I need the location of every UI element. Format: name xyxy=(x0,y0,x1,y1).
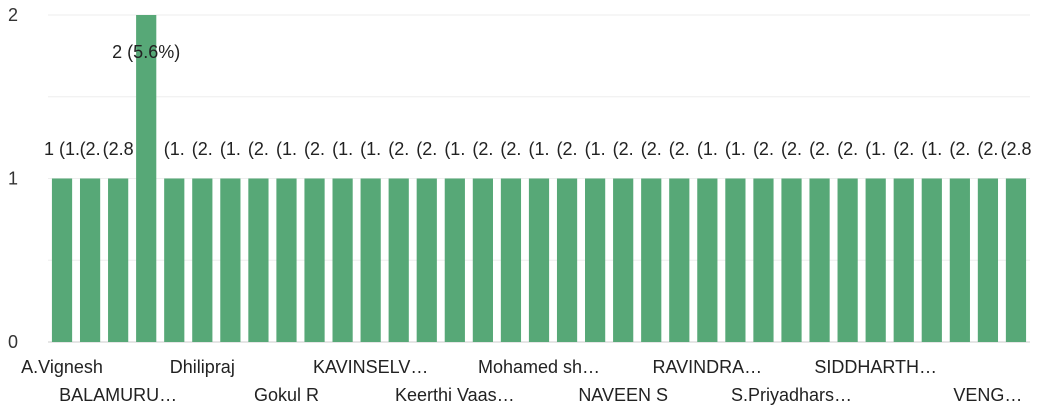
bar xyxy=(276,178,297,342)
bar xyxy=(641,178,662,342)
bar xyxy=(79,178,101,342)
bar xyxy=(360,178,381,342)
bar xyxy=(725,178,746,342)
bar xyxy=(472,178,493,342)
bar xyxy=(556,178,578,342)
data-label: (2. xyxy=(248,139,269,159)
bar xyxy=(1005,178,1027,342)
bar xyxy=(865,178,886,342)
bar xyxy=(220,178,241,342)
data-label: (2. xyxy=(80,139,101,159)
y-tick-label: 1 xyxy=(8,169,18,189)
x-axis: A.Vignesh BALAMURU… Dhilipraj Gokul R KAVINS… xyxy=(21,357,1022,405)
x-tick-label: VENG… xyxy=(953,385,1022,405)
data-label: (2. xyxy=(192,139,213,159)
bar xyxy=(332,178,353,342)
bar xyxy=(893,178,914,342)
data-label: (1. xyxy=(444,139,465,159)
bar xyxy=(108,178,129,342)
x-tick-label: KAVINSELV… xyxy=(313,357,428,377)
bar xyxy=(164,178,185,342)
x-tick-label: Keerthi Vaas… xyxy=(395,385,515,405)
bar xyxy=(949,178,970,342)
data-label: (1. xyxy=(528,139,549,159)
bar xyxy=(500,178,522,342)
data-label: (1. xyxy=(585,139,606,159)
bar xyxy=(136,15,157,342)
x-tick-label: Mohamed sh… xyxy=(478,357,600,377)
bar xyxy=(51,178,73,342)
data-label: (2. xyxy=(472,139,493,159)
bar xyxy=(528,178,550,342)
data-label: (1. xyxy=(360,139,381,159)
data-label: (2. xyxy=(557,139,578,159)
bar xyxy=(613,178,634,342)
data-label: (2. xyxy=(388,139,409,159)
data-label: (2. xyxy=(613,139,634,159)
y-axis: 0 1 2 xyxy=(8,5,18,352)
data-label: (2.8 xyxy=(1000,139,1031,159)
bar xyxy=(248,178,269,342)
y-tick-label: 2 xyxy=(8,5,18,25)
bar xyxy=(416,178,437,342)
y-tick-label: 0 xyxy=(8,332,18,352)
bars xyxy=(51,15,1027,342)
data-label: (2. xyxy=(641,139,662,159)
x-tick-label: A.Vignesh xyxy=(21,357,103,377)
data-label: (1. xyxy=(332,139,353,159)
data-label: (2. xyxy=(977,139,998,159)
data-label: (1. xyxy=(220,139,241,159)
data-label: (2. xyxy=(416,139,437,159)
data-label: (1. xyxy=(164,139,185,159)
x-tick-label: Gokul R xyxy=(254,385,319,405)
data-label: (1. xyxy=(697,139,718,159)
x-tick-label: RAVINDRA… xyxy=(652,357,762,377)
data-label: (2. xyxy=(500,139,521,159)
data-label: 1 (1. xyxy=(44,139,80,159)
data-label: (2. xyxy=(949,139,970,159)
data-label: 2 (5.6%) xyxy=(112,42,180,62)
bar xyxy=(388,178,409,342)
data-label: (2. xyxy=(837,139,858,159)
data-label: (1. xyxy=(276,139,297,159)
data-label: (2. xyxy=(781,139,802,159)
bar xyxy=(809,178,830,342)
bar xyxy=(444,178,465,342)
bar xyxy=(192,178,213,342)
bar xyxy=(304,178,325,342)
data-label: (2. xyxy=(304,139,325,159)
data-label: (2. xyxy=(893,139,914,159)
data-label: (1. xyxy=(725,139,746,159)
x-tick-label: BALAMURU… xyxy=(59,385,177,405)
bar xyxy=(669,178,690,342)
x-tick-label: SIDDHARTH… xyxy=(814,357,937,377)
data-label: (2. xyxy=(809,139,830,159)
bar xyxy=(977,178,999,342)
x-tick-label: NAVEEN S xyxy=(578,385,668,405)
data-label: (1. xyxy=(865,139,886,159)
bar xyxy=(837,178,858,342)
x-tick-label: Dhilipraj xyxy=(170,357,235,377)
bar xyxy=(921,178,942,342)
bar xyxy=(753,178,774,342)
bar xyxy=(781,178,802,342)
data-label: (2. xyxy=(669,139,690,159)
data-label: (2. xyxy=(753,139,774,159)
data-labels: 1 (1. (2. (2.82 (5.6%)(1. (2. (1. (2. (1. (2. (1… xyxy=(44,42,1031,159)
bar xyxy=(697,178,718,342)
data-label: (2.8 xyxy=(103,139,134,159)
data-label: (1. xyxy=(921,139,942,159)
bar xyxy=(585,178,606,342)
x-tick-label: S.Priyadhars… xyxy=(731,385,852,405)
